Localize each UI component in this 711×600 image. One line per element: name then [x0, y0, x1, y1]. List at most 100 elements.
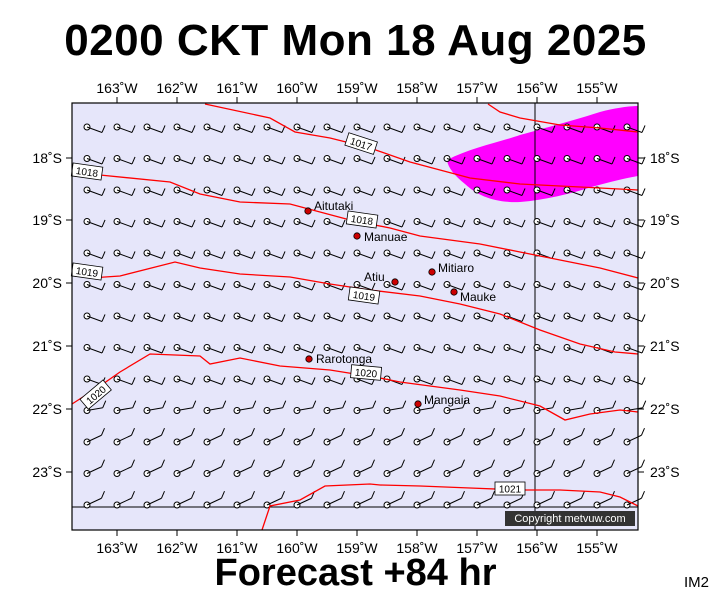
wind-barb [293, 459, 315, 477]
wind-barb [113, 400, 137, 414]
wind-barb [473, 459, 495, 477]
wind-barb [353, 281, 376, 291]
wind-barb [503, 428, 525, 446]
wind-barb [173, 218, 196, 228]
wind-barb [623, 123, 646, 133]
island-marker-mauke [450, 288, 458, 296]
island-marker-rarotonga [305, 355, 313, 363]
wind-barb [593, 491, 615, 509]
svg-text:157˚W: 157˚W [456, 540, 498, 556]
wind-barb [293, 186, 316, 196]
wind-barb [113, 491, 135, 509]
wind-barb [323, 186, 346, 196]
wind-barb [113, 375, 136, 385]
place-label-aitutaki: Aitutaki [314, 199, 353, 213]
wind-barb [173, 375, 196, 385]
svg-text:22˚S: 22˚S [650, 401, 680, 417]
wind-barb [203, 375, 226, 385]
wind-barbs [83, 123, 647, 509]
wind-barb [383, 218, 406, 228]
wind-barb [503, 123, 526, 133]
wind-barb [383, 428, 405, 446]
svg-text:155˚W: 155˚W [576, 540, 618, 556]
wind-barb [623, 491, 645, 509]
wind-barb [353, 155, 376, 165]
wind-barb [293, 123, 316, 133]
wind-barb [383, 281, 406, 291]
wind-barb [413, 459, 435, 477]
wind-barb [323, 249, 346, 259]
wind-barb [383, 123, 406, 133]
isobar-label-1020: 1020 [350, 364, 382, 381]
map-frame [71, 102, 639, 531]
svg-text:18˚S: 18˚S [650, 150, 680, 166]
wind-barb [473, 400, 497, 414]
wind-barb [113, 186, 136, 196]
place-label-mangaia: Mangaia [424, 393, 470, 407]
wind-barb [623, 281, 646, 291]
wind-barb [353, 459, 375, 477]
wind-barb [383, 312, 406, 322]
wind-barb [143, 312, 166, 322]
wind-barb [443, 281, 466, 291]
wind-barb [293, 375, 316, 385]
wind-barb [503, 459, 525, 477]
wind-barb [263, 375, 286, 385]
wind-barb [323, 400, 347, 414]
wind-barb [623, 428, 645, 446]
wind-barb [143, 218, 166, 228]
wind-barb [113, 428, 135, 446]
wind-barb [503, 491, 525, 509]
svg-text:1019: 1019 [352, 290, 376, 304]
wind-barb [143, 344, 166, 354]
wind-barb [563, 491, 585, 509]
wind-barb [323, 459, 345, 477]
wind-barb [563, 186, 586, 196]
wind-barb [83, 218, 106, 228]
wind-barb [233, 459, 255, 477]
wind-barb [203, 344, 226, 354]
svg-text:158˚W: 158˚W [396, 540, 438, 556]
isobar-label-1018-left: 1018 [70, 162, 104, 181]
wind-barb [413, 428, 435, 446]
wind-barb [413, 400, 437, 414]
wind-barb [593, 375, 616, 385]
wind-barb [263, 400, 287, 414]
wind-barb [173, 312, 196, 322]
wind-barb [323, 123, 346, 133]
wind-barb [383, 155, 406, 165]
wind-barb [623, 459, 645, 477]
svg-text:160˚W: 160˚W [276, 80, 318, 96]
wind-barb [173, 428, 195, 446]
wind-barb [503, 400, 527, 414]
wind-barb [323, 491, 345, 509]
wind-barb [113, 344, 136, 354]
wind-barb [263, 186, 286, 196]
wind-barb [563, 344, 586, 354]
wind-barb [563, 428, 585, 446]
lat-labels-right: 18˚S 19˚S 20˚S 21˚S 22˚S 23˚S [650, 150, 680, 480]
wind-barb [83, 186, 106, 196]
wind-barb [623, 344, 646, 354]
svg-text:163˚W: 163˚W [96, 540, 138, 556]
svg-text:162˚W: 162˚W [156, 540, 198, 556]
wind-barb [173, 400, 197, 414]
wind-barb [383, 249, 406, 259]
wind-barb [533, 312, 556, 322]
wind-barb [353, 344, 376, 354]
isobar-label-1021: 1021 [494, 481, 526, 496]
copyright-box: Copyright metvuw.com [505, 511, 635, 526]
svg-text:20˚S: 20˚S [32, 275, 62, 291]
wind-barb [563, 281, 586, 291]
wind-barb [263, 459, 285, 477]
isobar-label-1018: 1018 [345, 210, 379, 229]
island-marker-aitutaki [304, 207, 312, 215]
wind-barb [413, 491, 435, 509]
wind-barb [443, 249, 466, 259]
svg-text:21˚S: 21˚S [32, 338, 62, 354]
wind-barb [83, 123, 106, 133]
wind-barb [263, 428, 285, 446]
wind-barb [113, 281, 136, 291]
forecast-label: Forecast +84 hr [214, 552, 497, 594]
island-marker-atiu [391, 278, 399, 286]
